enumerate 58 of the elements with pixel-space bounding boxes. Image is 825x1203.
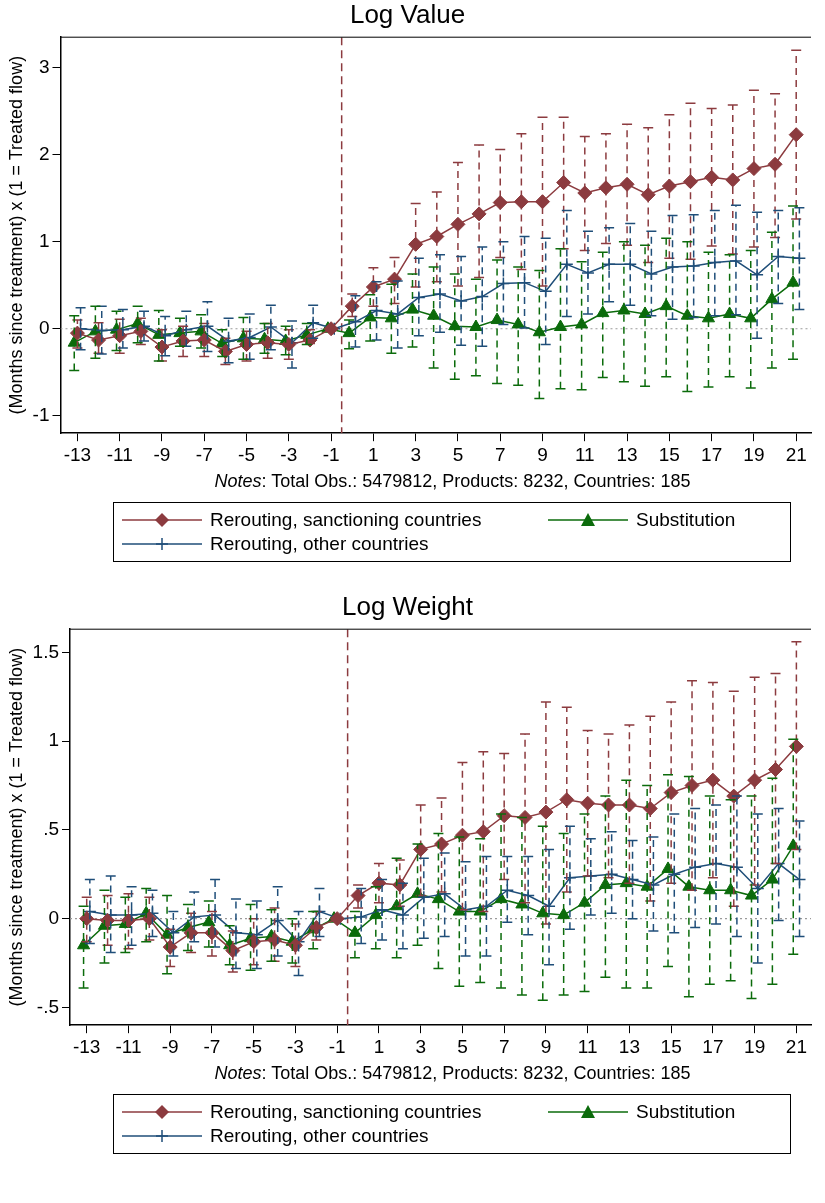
y-tick-label: 1.5	[32, 640, 60, 662]
x-tick-label: 9	[537, 443, 548, 465]
x-tick-label: 1	[368, 443, 379, 465]
x-tick-label: 3	[415, 1035, 426, 1057]
chart-title: Log Value	[349, 0, 466, 29]
legend-label: Rerouting, other countries	[210, 533, 429, 555]
legend-label: Rerouting, other countries	[210, 1125, 429, 1147]
x-tick-label: 11	[577, 1035, 598, 1057]
x-tick-label: -1	[328, 1035, 346, 1057]
legend-label: Rerouting, sanctioning countries	[210, 509, 482, 531]
x-tick-label: 13	[618, 1035, 640, 1057]
x-tick-label: 11	[574, 443, 595, 465]
x-tick-label: 7	[494, 443, 506, 465]
legend-label: Substitution	[636, 509, 736, 531]
x-tick-label: -5	[238, 443, 255, 465]
x-tick-label: -3	[280, 443, 298, 465]
x-tick-label: 17	[701, 443, 723, 465]
y-axis-title: (Months since treatment) x (1 = Treated flow)	[5, 647, 26, 1007]
x-tick-label: -13	[72, 1035, 101, 1057]
x-tick-label: -3	[286, 1035, 304, 1057]
y-tick-label: -.5	[36, 995, 60, 1017]
chart-title: Log Weight	[341, 590, 474, 621]
x-tick-label: -9	[153, 443, 171, 465]
legend-label: Rerouting, sanctioning countries	[210, 1101, 482, 1123]
text: Notes: Total Obs.: 5479812, Products: 8232, Countries: 185	[214, 471, 691, 491]
x-tick-label: -13	[63, 443, 92, 465]
y-tick-label: 1	[48, 729, 60, 751]
x-tick-label: 1	[373, 1035, 385, 1057]
x-tick-label: 15	[658, 443, 680, 465]
legend-label: Substitution	[636, 1101, 736, 1123]
x-tick-label: 5	[457, 1035, 468, 1057]
x-tick-label: 9	[540, 1035, 552, 1057]
y-axis-title: (Months since treatment) x (1 = Treated flow)	[5, 55, 26, 415]
y-tick-label: 0	[38, 316, 50, 338]
x-tick-label: 21	[785, 1035, 807, 1057]
y-tick-label: .5	[43, 818, 60, 840]
x-tick-label: 5	[452, 443, 464, 465]
x-tick-label: -11	[106, 443, 133, 465]
text: Notes: Total Obs.: 5479812, Products: 8232, Countries: 185	[214, 1063, 691, 1083]
x-tick-label: 21	[785, 443, 807, 465]
x-tick-label: 19	[743, 443, 765, 465]
x-tick-label: -11	[115, 1035, 142, 1057]
x-tick-label: -7	[195, 443, 213, 465]
y-tick-label: -1	[32, 404, 50, 426]
x-tick-label: -9	[161, 1035, 179, 1057]
x-tick-label: 15	[660, 1035, 682, 1057]
y-tick-label: 3	[38, 55, 50, 77]
x-tick-label: 13	[616, 443, 638, 465]
x-tick-label: -5	[245, 1035, 263, 1057]
y-tick-label: 1	[38, 229, 50, 251]
x-tick-label: -1	[322, 443, 340, 465]
x-tick-label: 3	[410, 443, 421, 465]
y-tick-label: 2	[38, 142, 50, 164]
x-tick-label: 7	[498, 1035, 510, 1057]
x-tick-label: -7	[203, 1035, 221, 1057]
x-tick-label: 19	[744, 1035, 766, 1057]
x-tick-label: 17	[702, 1035, 724, 1057]
y-tick-label: 0	[48, 906, 60, 928]
